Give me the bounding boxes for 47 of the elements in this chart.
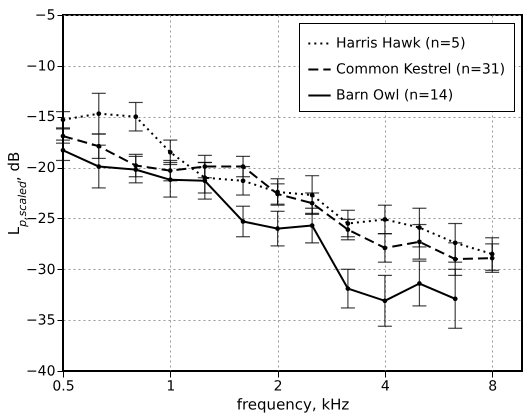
x-tick-label: 4	[380, 378, 390, 394]
point	[346, 221, 350, 226]
x-tick-label: 2	[274, 378, 283, 394]
point	[310, 200, 314, 206]
point	[168, 177, 173, 182]
point	[490, 256, 495, 260]
y-tick-label: −10	[26, 58, 56, 74]
point	[168, 150, 173, 155]
point	[133, 167, 138, 172]
point	[60, 117, 66, 122]
point	[60, 134, 66, 138]
y-tick-label: −35	[26, 312, 56, 329]
y-tick-label: −15	[26, 109, 56, 126]
point	[60, 148, 66, 153]
point	[382, 246, 388, 250]
point	[417, 239, 422, 244]
point	[96, 111, 102, 116]
point	[133, 114, 138, 120]
legend-label: Harris Hawk (n=5)	[336, 36, 466, 52]
y-tick-label: −30	[26, 262, 56, 278]
point	[96, 144, 102, 149]
point	[382, 298, 388, 304]
legend-label: Common Kestrel (n=31)	[336, 62, 506, 78]
x-tick-label: 0.5	[52, 378, 75, 394]
point	[417, 281, 422, 286]
point	[202, 164, 208, 169]
point	[452, 240, 458, 246]
point	[275, 226, 280, 231]
point	[346, 286, 350, 291]
point	[96, 164, 102, 169]
x-axis-title: frequency, kHz	[236, 396, 350, 414]
point	[133, 163, 138, 168]
point	[382, 217, 388, 222]
y-tick-label: −20	[26, 160, 56, 176]
point	[346, 227, 350, 232]
point	[417, 225, 422, 230]
point	[310, 192, 314, 198]
legend-label: Barn Owl (n=14)	[336, 88, 454, 104]
y-tick-label: −40	[26, 364, 56, 380]
y-tick-label: −5	[34, 8, 56, 24]
x-tick-label: 1	[166, 378, 176, 394]
x-tick-label: 8	[488, 378, 498, 394]
point	[490, 252, 495, 256]
point	[452, 256, 458, 262]
point	[452, 296, 458, 302]
point	[310, 223, 314, 228]
point	[168, 168, 173, 173]
